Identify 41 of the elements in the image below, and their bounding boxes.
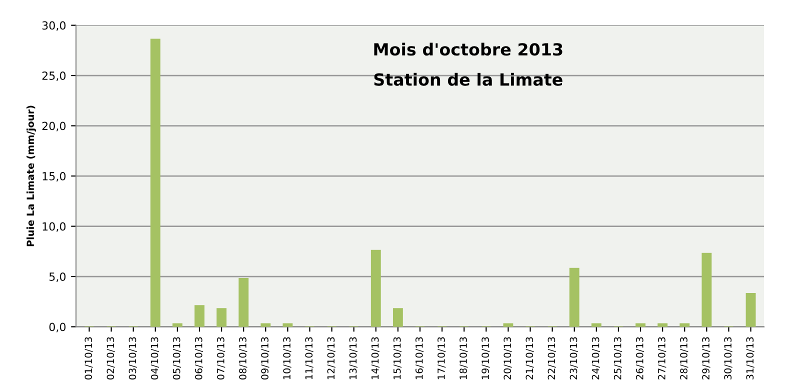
x-tick-label: 01/10/13 [84,337,93,380]
x-tick-label: 13/10/13 [349,337,358,380]
x-tick-label: 14/10/13 [371,337,380,380]
x-tick-label: 19/10/13 [482,337,490,380]
x-tick-label: 23/10/13 [570,337,578,380]
y-axis-title: Pluie La Limate (mm/jour) [26,106,36,246]
x-tick-label: 31/10/13 [746,337,754,380]
x-tick-label: 25/10/13 [614,337,622,380]
y-tick-label: 15,0 [42,172,66,182]
x-tick-label: 18/10/13 [460,337,468,380]
x-tick-label: 27/10/13 [658,337,666,380]
x-tick-label: 30/10/13 [724,337,732,380]
x-tick-label: 24/10/13 [592,337,600,380]
y-tick-label: 20,0 [42,122,66,132]
y-tick-label: 30,0 [42,21,66,31]
x-tick-label: 28/10/13 [680,337,688,380]
x-tick-label: 06/10/13 [194,337,204,380]
x-tick-label: 05/10/13 [172,337,182,380]
x-tick-label: 03/10/13 [128,337,137,380]
x-tick-label: 29/10/13 [702,337,710,380]
x-tick-label: 09/10/13 [261,337,270,380]
x-tick-label: 11/10/13 [305,337,314,380]
text: Station de la Limate [374,72,562,86]
y-tick-label: 5,0 [49,272,66,282]
x-tick-label: 02/10/13 [106,337,115,380]
y-tick-label: 0,0 [49,322,66,332]
text: Mois d'octobre 2013 [374,42,562,56]
x-tick-label: 04/10/13 [150,337,159,380]
x-tick-label: 21/10/13 [526,337,534,380]
x-tick-label: 15/10/13 [393,337,402,380]
x-tick-label: 17/10/13 [438,337,446,380]
x-tick-label: 26/10/13 [636,337,644,380]
x-tick-label: 10/10/13 [283,337,292,380]
x-tick-label: 12/10/13 [327,337,336,380]
x-tick-label: 20/10/13 [504,337,512,380]
y-tick-label: 25,0 [42,72,66,82]
x-tick-label: 07/10/13 [217,337,226,380]
y-tick-label: 10,0 [42,222,66,232]
x-tick-label: 16/10/13 [415,337,424,380]
x-tick-label: 08/10/13 [239,337,248,380]
x-tick-label: 22/10/13 [548,337,556,380]
